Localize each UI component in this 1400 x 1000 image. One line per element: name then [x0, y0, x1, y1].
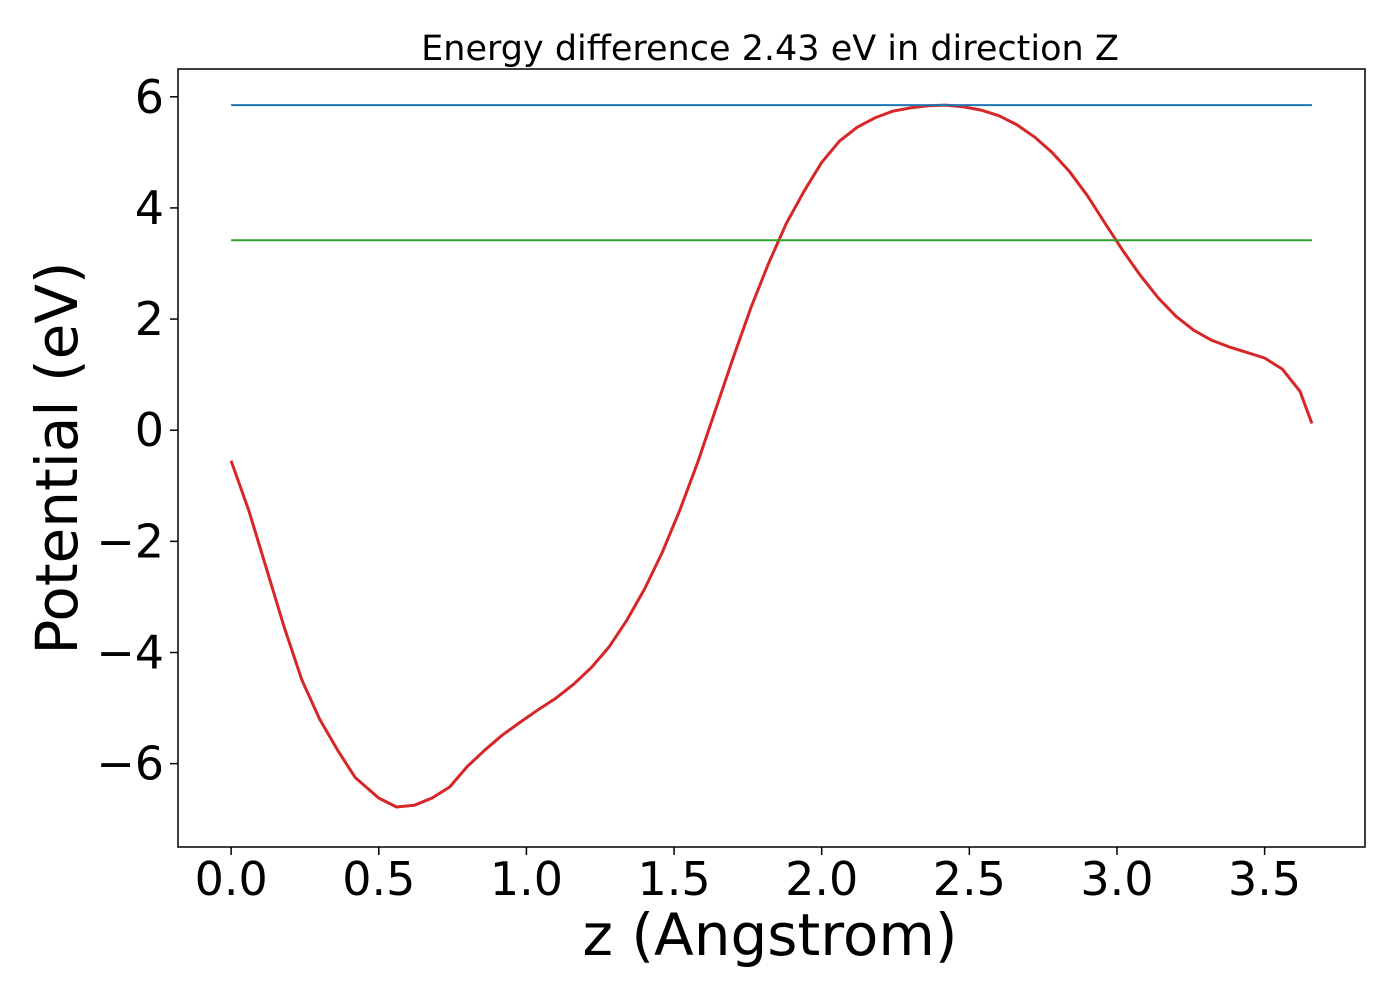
- y-tick-label: 0: [135, 403, 164, 457]
- x-tick-label: 2.5: [933, 852, 1006, 906]
- potential-curve: [229, 103, 1314, 809]
- y-tick-label: 4: [135, 181, 164, 235]
- y-tick-label: 2: [135, 292, 164, 346]
- x-tick-label: 3.0: [1080, 852, 1153, 906]
- x-tick-label: 1.5: [637, 852, 710, 906]
- y-tick-label: −6: [96, 737, 164, 791]
- y-tick-label: −2: [96, 514, 164, 568]
- x-tick-label: 0.5: [342, 852, 415, 906]
- x-tick-label: 3.5: [1228, 852, 1301, 906]
- x-tick-label: 1.0: [490, 852, 563, 906]
- x-axis-label: z (Angstrom): [583, 901, 958, 969]
- x-tick-label: 0.0: [195, 852, 268, 906]
- x-tick-label: 2.0: [785, 852, 858, 906]
- plot-area: [229, 103, 1314, 809]
- y-axis-label: Potential (eV): [23, 261, 91, 654]
- axes-frame: [177, 68, 1366, 848]
- ticks: 0.0 0.5 1.0 1.5 2.0 2.5 3.0 3.5 −6 −4 −2 0 2 4 6: [96, 70, 1301, 906]
- y-tick-label: 6: [135, 70, 164, 124]
- y-tick-label: −4: [96, 626, 164, 680]
- chart-title: Energy difference 2.43 eV in direction Z: [421, 29, 1119, 69]
